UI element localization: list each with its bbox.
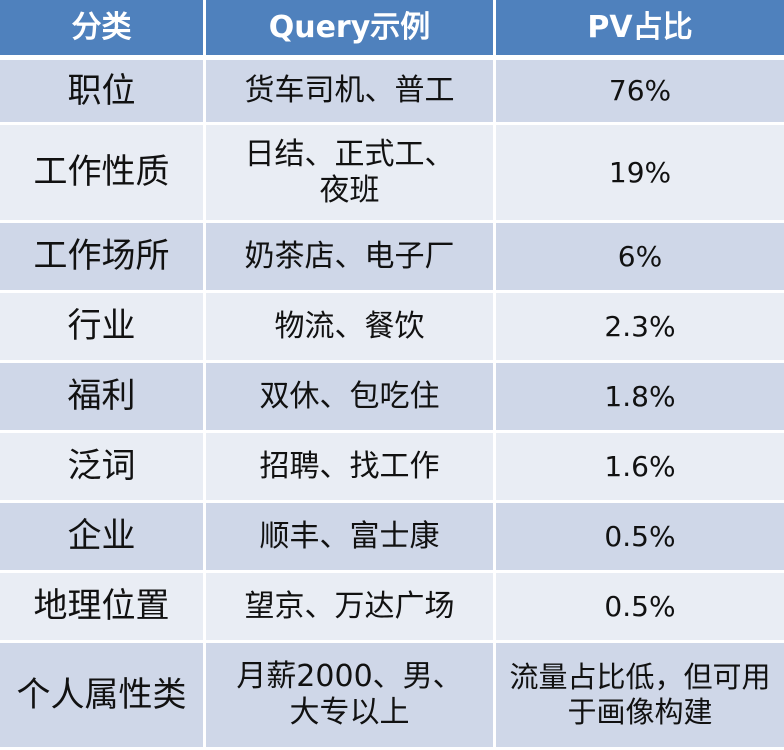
category-cell: 企业 [0,503,206,573]
pv-cell: 0.5% [496,503,784,573]
pv-cell: 19% [496,125,784,223]
pv-cell: 6% [496,223,784,293]
category-cell: 泛词 [0,433,206,503]
category-cell: 地理位置 [0,573,206,643]
pv-cell: 1.6% [496,433,784,503]
pv-cell: 流量占比低，但可用于画像构建 [496,643,784,750]
query-cell: 望京、万达广场 [206,573,496,643]
query-cell: 货车司机、普工 [206,60,496,125]
category-cell: 工作场所 [0,223,206,293]
query-cell: 月薪2000、男、大专以上 [206,643,496,750]
query-cell: 物流、餐饮 [206,293,496,363]
header-query-example: Query示例 [206,0,496,60]
category-cell: 职位 [0,60,206,125]
pv-cell: 76% [496,60,784,125]
query-cell: 奶茶店、电子厂 [206,223,496,293]
category-cell: 福利 [0,363,206,433]
query-cell: 顺丰、富士康 [206,503,496,573]
category-cell: 行业 [0,293,206,363]
query-cell: 日结、正式工、夜班 [206,125,496,223]
category-cell: 个人属性类 [0,643,206,750]
header-category: 分类 [0,0,206,60]
pv-cell: 2.3% [496,293,784,363]
query-cell: 招聘、找工作 [206,433,496,503]
header-pv-share: PV占比 [496,0,784,60]
pv-cell: 0.5% [496,573,784,643]
pv-cell: 1.8% [496,363,784,433]
category-cell: 工作性质 [0,125,206,223]
query-cell: 双休、包吃住 [206,363,496,433]
